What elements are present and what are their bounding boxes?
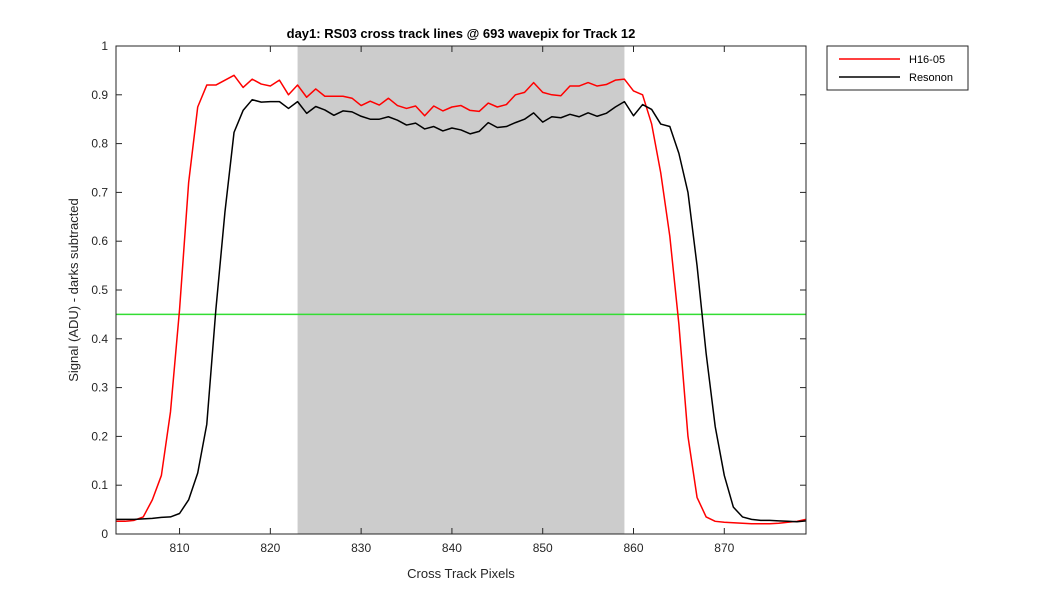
- legend-label-resonon: Resonon: [909, 72, 953, 84]
- y-tick-label: 0.2: [91, 429, 108, 443]
- y-axis-ticks: 0 0.1 0.2 0.3 0.4 0.5 0.6 0.7 0.8 0.9 1: [91, 39, 806, 541]
- y-tick-label: 0.4: [91, 332, 108, 346]
- y-tick-label: 0.8: [91, 137, 108, 151]
- series-line-h16-05: [116, 74, 807, 525]
- x-tick-label: 810: [170, 541, 190, 555]
- legend-label-h16-05: H16-05: [909, 54, 945, 66]
- series-line-resonon: [116, 98, 807, 523]
- x-tick-label: 860: [623, 541, 643, 555]
- y-tick-label: 0.5: [91, 283, 108, 297]
- y-tick-label: 0.1: [91, 478, 108, 492]
- x-tick-label: 850: [533, 541, 553, 555]
- y-tick-label: 0: [101, 527, 108, 541]
- legend-box: [826, 45, 969, 91]
- series-layer: [116, 74, 807, 525]
- x-axis-label: Cross Track Pixels: [407, 566, 515, 581]
- plot-area: 810 820 830 840 850 860 870 0 0.1 0.2 0.3 0.4 0.5 0.…: [91, 39, 807, 555]
- y-tick-label: 0.9: [91, 88, 108, 102]
- x-axis-ticks: 810 820 830 840 850 860 870: [170, 46, 735, 555]
- y-tick-label: 0.6: [91, 234, 108, 248]
- x-tick-label: 830: [351, 541, 371, 555]
- chart-title: day1: RS03 cross track lines @ 693 wavep…: [287, 26, 636, 41]
- x-tick-label: 870: [714, 541, 734, 555]
- y-tick-label: 0.7: [91, 185, 108, 199]
- shaded-region: [297, 46, 625, 534]
- x-tick-label: 820: [260, 541, 280, 555]
- legend: H16-05 Resonon: [826, 45, 969, 91]
- y-tick-label: 1: [101, 39, 108, 53]
- y-axis-label: Signal (ADU) - darks subtracted: [66, 198, 81, 382]
- y-tick-label: 0.3: [91, 381, 108, 395]
- x-tick-label: 840: [442, 541, 462, 555]
